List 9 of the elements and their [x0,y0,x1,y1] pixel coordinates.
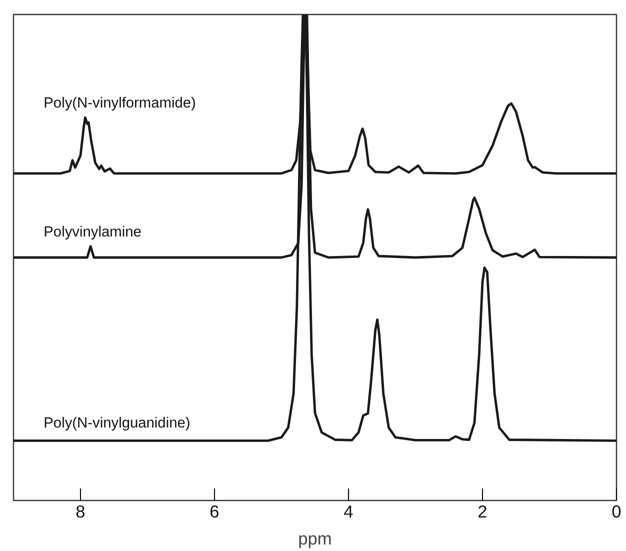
x-tick-label: 4 [344,502,354,522]
x-tick-label: 0 [612,502,622,522]
series-label: Polyvinylamine [44,224,142,240]
x-tick-label: 6 [210,502,220,522]
x-tick-label: 8 [76,502,86,522]
text: Poly(N-vinylformamide) [44,96,196,112]
x-tick-label: 2 [478,502,488,522]
series-label: Poly(N-vinylguanidine) [44,415,190,432]
x-axis-title: ppm [298,528,332,548]
